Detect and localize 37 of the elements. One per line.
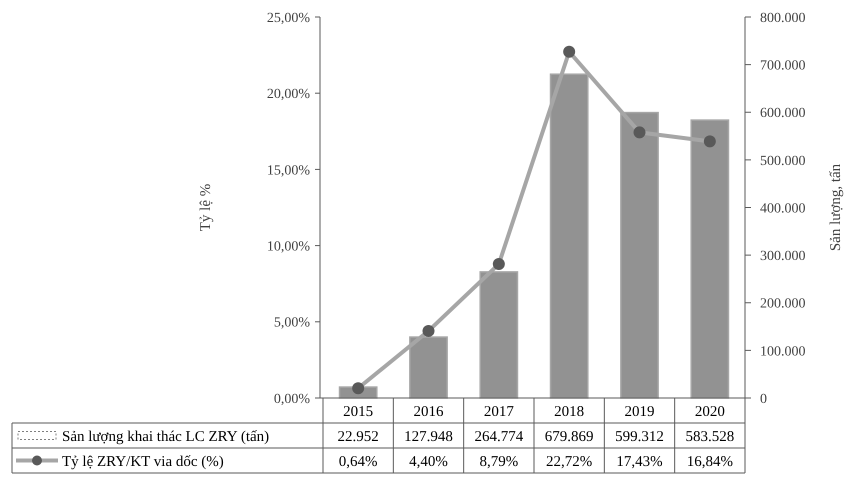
y2-tick-label: 700.000 <box>760 58 806 74</box>
x-tick-label: 2019 <box>624 404 654 420</box>
y2-tick-label: 500.000 <box>760 154 806 169</box>
data-label: 0,64% <box>338 454 378 470</box>
data-label: 22.952 <box>338 428 379 445</box>
data-label: 599.312 <box>615 428 664 445</box>
y-tick-label: 0,00% <box>274 392 310 407</box>
y2-tick-label: 800.000 <box>760 10 806 26</box>
y2-axis-title: Sản lượng, tấn <box>828 163 844 252</box>
y2-tick-label: 300.000 <box>760 249 806 264</box>
x-tick-label: 2018 <box>554 404 584 420</box>
y2-tick-label: 400.000 <box>760 201 806 216</box>
data-label: 16,84% <box>686 454 733 470</box>
data-label: 679.869 <box>544 428 594 445</box>
data-label: 8,79% <box>479 454 518 470</box>
y2-tick-label: 100.000 <box>760 344 806 360</box>
y-tick-label: 10,00% <box>266 240 310 254</box>
y-tick-label: 5,00% <box>274 316 310 331</box>
y2-tick-label: 200.000 <box>760 296 806 312</box>
data-label: 17,43% <box>616 454 663 470</box>
y-axis-title: Tỷ lệ % <box>198 184 214 232</box>
data-label: 127.948 <box>404 428 453 445</box>
data-label: 4,40% <box>409 454 448 470</box>
y2-tick-label: 0 <box>760 392 767 407</box>
data-label: 264.774 <box>474 428 524 445</box>
x-tick-label: 2016 <box>414 404 444 420</box>
x-tick-label: 2017 <box>484 404 514 420</box>
y2-tick-label: 600.000 <box>760 106 806 122</box>
legend-label: Sản lượng khai thác LC ZRY (tấn) <box>62 428 270 445</box>
data-label: 583.528 <box>685 428 734 445</box>
y-tick-label: 20,00% <box>266 87 310 102</box>
y-tick-label: 15,00% <box>266 163 310 178</box>
x-tick-label: 2015 <box>343 404 374 420</box>
x-tick-label: 2020 <box>694 404 725 420</box>
data-label: 22,72% <box>546 454 592 470</box>
y-tick-label: 25,00% <box>266 10 310 26</box>
legend-label: Tỷ lệ ZRY/KT via dốc (%) <box>62 454 224 470</box>
